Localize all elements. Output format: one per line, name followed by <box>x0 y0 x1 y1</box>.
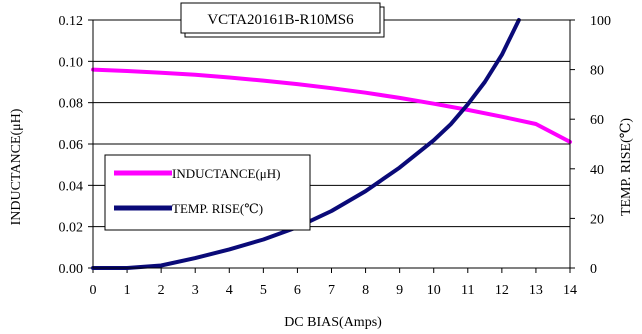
y-right-tick-label: 60 <box>590 113 604 128</box>
y-left-tick-label: 0.08 <box>59 97 84 112</box>
x-tick-label: 13 <box>529 283 543 298</box>
y-left-tick-label: 0.02 <box>59 221 84 236</box>
y-left-tick-label: 0.12 <box>59 14 84 29</box>
x-tick-label: 5 <box>260 283 267 298</box>
y-left-tick-label: 0.00 <box>59 262 84 277</box>
x-tick-label: 10 <box>427 283 441 298</box>
y-axis-right-title: TEMP. RISE(℃) <box>619 118 634 216</box>
tick-labels: 0.000.020.040.060.080.100.12020406080100… <box>59 14 612 298</box>
series-lines <box>91 18 572 270</box>
x-axis-title: DC BIAS(Amps) <box>284 315 382 330</box>
x-tick-label: 7 <box>328 283 335 298</box>
y-right-tick-label: 0 <box>590 262 597 277</box>
x-tick-label: 3 <box>192 283 199 298</box>
x-tick-label: 4 <box>226 283 233 298</box>
tick-marks <box>88 19 575 273</box>
x-tick-label: 8 <box>362 283 369 298</box>
x-tick-label: 0 <box>90 283 97 298</box>
series-line-temp-rise <box>91 18 521 270</box>
y-right-tick-label: 100 <box>590 14 611 29</box>
y-right-tick-label: 40 <box>590 163 604 178</box>
x-tick-label: 6 <box>294 283 301 298</box>
x-tick-label: 14 <box>563 283 577 298</box>
legend-label-inductance: INDUCTANCE(μH) <box>172 166 280 181</box>
y-left-tick-label: 0.06 <box>59 138 84 153</box>
x-tick-label: 1 <box>124 283 131 298</box>
x-tick-label: 9 <box>396 283 403 298</box>
chart-title-box: VCTA20161B-R10MS6 <box>180 2 385 38</box>
x-tick-label: 2 <box>158 283 165 298</box>
x-tick-label: 12 <box>495 283 509 298</box>
y-right-tick-label: 20 <box>590 212 604 227</box>
x-tick-label: 11 <box>461 283 474 298</box>
chart-title: VCTA20161B-R10MS6 <box>207 12 354 28</box>
legend: INDUCTANCE(μH) TEMP. RISE(℃) <box>104 154 311 231</box>
series-line-inductance <box>91 67 572 144</box>
y-left-tick-label: 0.04 <box>59 179 84 194</box>
legend-label-temp-rise: TEMP. RISE(℃) <box>172 201 263 216</box>
y-left-tick-label: 0.10 <box>59 55 84 70</box>
legend-box <box>104 154 311 231</box>
y-right-tick-label: 80 <box>590 64 604 79</box>
y-axis-left-title: INDUCTANCE(μH) <box>9 108 24 225</box>
